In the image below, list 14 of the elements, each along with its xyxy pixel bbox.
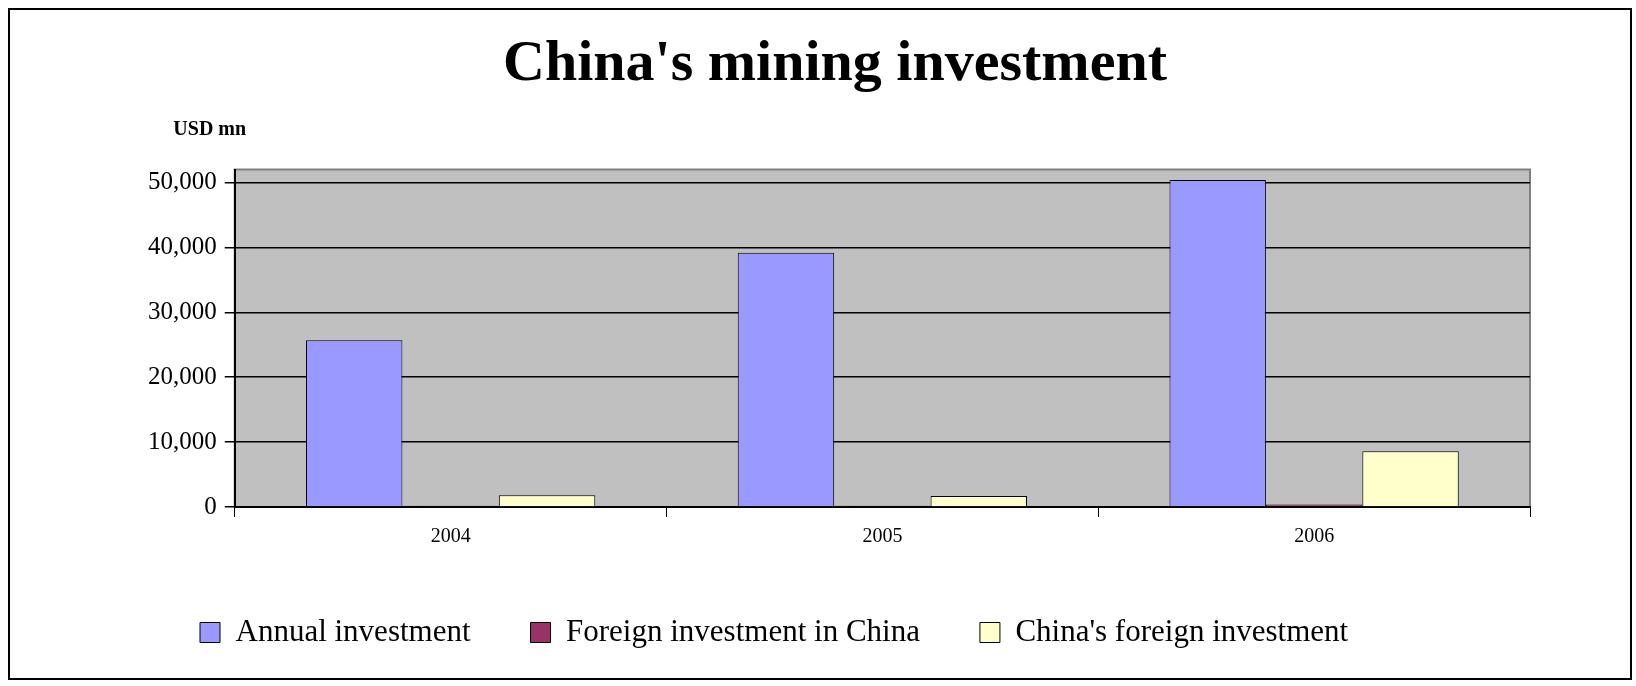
chart-title: China's mining investment bbox=[503, 27, 1168, 93]
legend-label: Foreign investment in China bbox=[566, 612, 921, 648]
y-axis-title: USD mn bbox=[173, 116, 247, 139]
legend-label: China's foreign investment bbox=[1015, 612, 1349, 648]
y-tick-label: 10,000 bbox=[148, 426, 217, 454]
x-tick-label: 2004 bbox=[430, 524, 471, 547]
legend-label: Annual investment bbox=[235, 612, 471, 648]
y-tick-label: 40,000 bbox=[148, 232, 217, 260]
y-tick-label: 0 bbox=[204, 491, 217, 519]
y-tick-label: 30,000 bbox=[148, 296, 217, 324]
x-tick-label: 2005 bbox=[862, 524, 903, 547]
x-tick-label: 2006 bbox=[1294, 524, 1335, 547]
y-tick-label: 20,000 bbox=[148, 361, 217, 389]
y-tick-label: 50,000 bbox=[148, 167, 217, 195]
